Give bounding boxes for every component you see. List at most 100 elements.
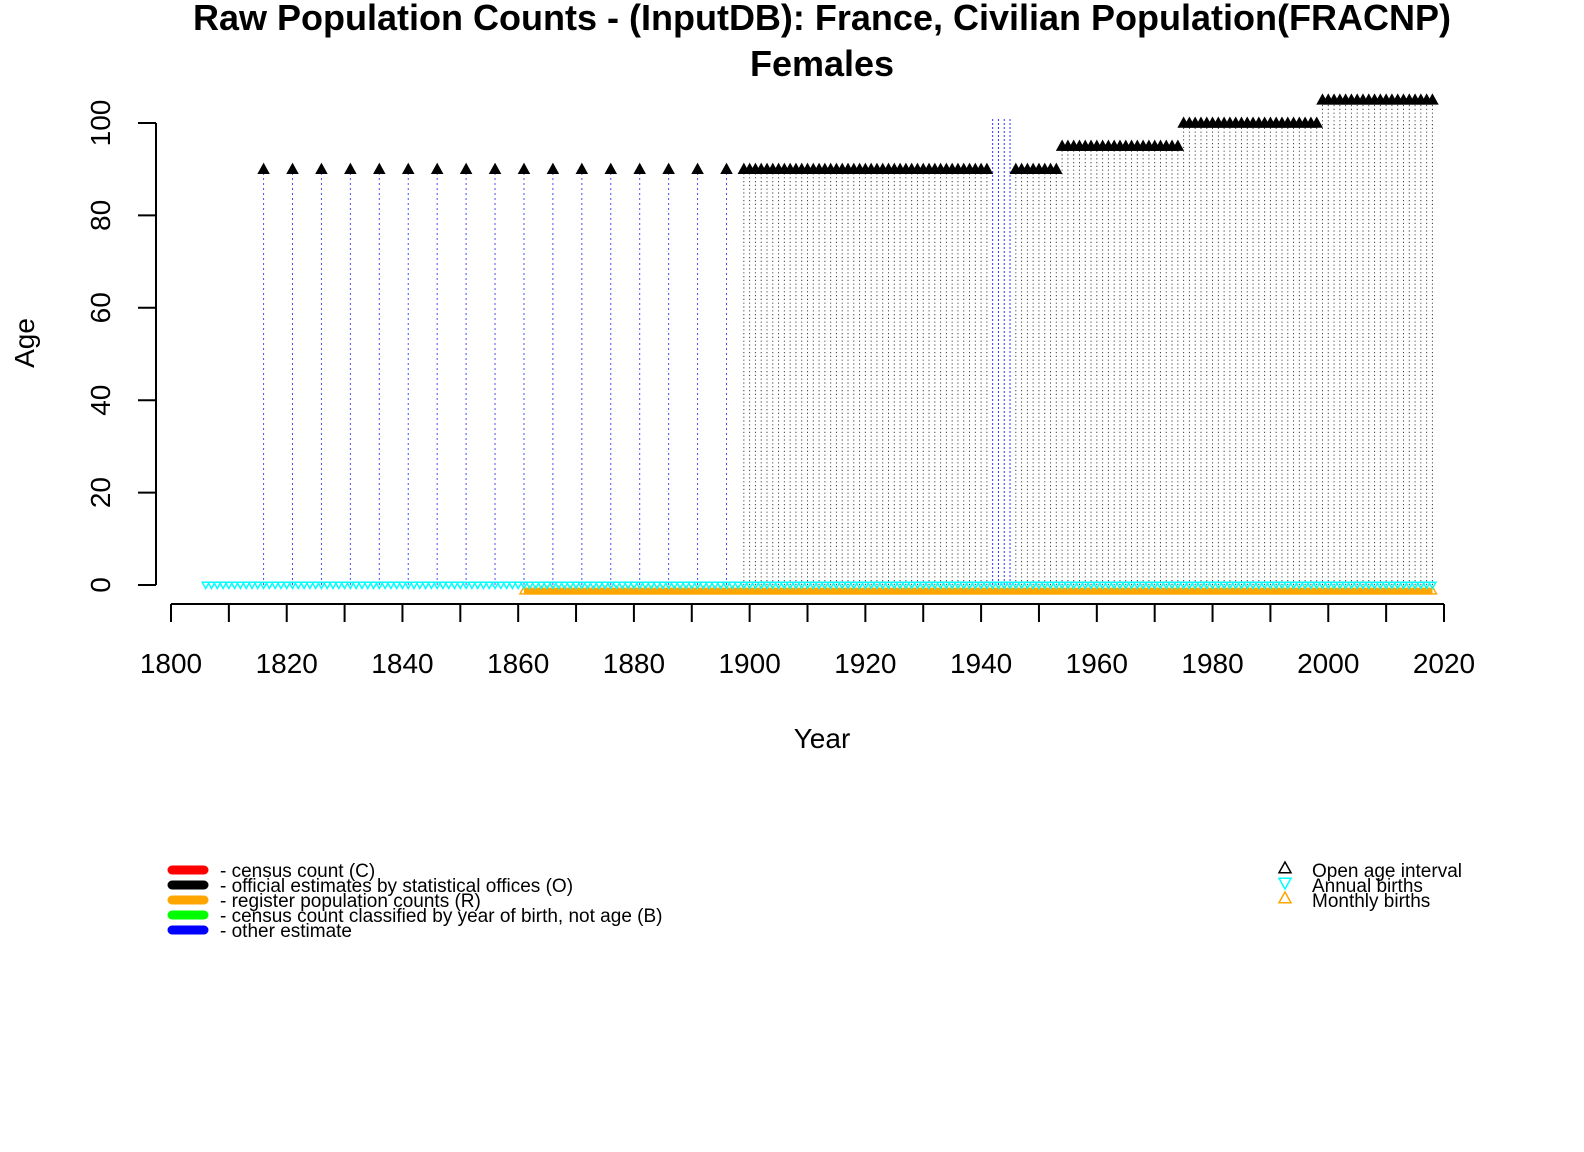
annual-births-marker [1190,581,1200,591]
x-tick-label: 1860 [487,648,549,679]
annual-births-marker [941,581,952,591]
monthly-births-marker [1062,585,1074,595]
monthly-births-marker [1108,585,1120,595]
monthly-births-marker [1270,585,1282,595]
monthly-births-marker [1091,585,1103,595]
monthly-births-marker [1375,585,1386,595]
annual-births-marker [415,581,425,591]
annual-births-marker [710,581,720,591]
monthly-births-marker [871,585,883,595]
open-age-marker [459,162,473,174]
open-age-marker [286,162,299,174]
plot-area [200,93,1439,595]
monthly-births-marker [1357,585,1369,595]
x-tick-label: 1940 [950,648,1012,679]
annual-births-marker [247,581,257,591]
monthly-births-marker [1288,585,1299,595]
monthly-births-marker [1409,585,1421,595]
open-age-marker [488,162,502,174]
annual-births-marker [1178,581,1189,591]
x-tick-label: 1880 [603,648,665,679]
x-tick-label: 1960 [1066,648,1128,679]
annual-births-marker [1225,581,1235,591]
annual-births-marker [860,581,871,591]
open-age-marker [662,162,675,174]
open-age-marker [315,162,328,174]
annual-births-marker [1335,581,1345,591]
monthly-births-marker [1415,585,1427,595]
annual-births-marker [1329,581,1339,591]
monthly-births-marker [808,585,819,595]
annual-births-marker [224,581,234,591]
monthly-births-marker [1213,585,1224,595]
annual-births-marker [1034,581,1044,591]
annual-births-marker [1086,581,1096,591]
annual-births-marker [1011,581,1021,591]
annual-births-marker [935,581,946,591]
monthly-births-marker [588,585,599,595]
annual-births-marker [426,581,437,591]
monthly-births-marker [703,585,715,595]
monthly-births-marker [906,585,917,595]
annual-births-marker [571,581,581,591]
monthly-births-marker [1166,585,1178,595]
annual-births-marker [982,581,992,591]
monthly-births-marker [1068,585,1079,595]
legend-label: - official estimates by statistical offi… [220,876,573,897]
x-tick-label: 1920 [834,648,896,679]
legend-marker [1277,860,1293,874]
annual-births-marker [472,581,483,591]
annual-births-marker [1259,581,1270,591]
annual-births-marker [802,581,813,591]
annual-births-marker [1375,581,1386,591]
annual-births-marker [1161,581,1172,591]
monthly-births-marker [1137,585,1149,595]
annual-births-marker [270,581,280,591]
legend-label: - other estimate [220,921,352,942]
monthly-births-marker [732,585,744,595]
annual-births-marker [235,581,246,591]
x-tick-label: 1900 [718,648,780,679]
annual-births-marker [756,581,766,591]
annual-births-marker [1288,581,1299,591]
annual-births-marker [808,581,819,591]
monthly-births-marker [1265,585,1276,595]
monthly-births-marker [582,585,593,595]
annual-births-marker [1115,581,1125,591]
monthly-births-marker [813,585,825,595]
annual-births-marker [1294,581,1305,591]
annual-births-marker [744,581,755,591]
annual-births-marker [1080,581,1091,591]
annual-births-marker [1300,581,1310,591]
annual-births-marker [1103,581,1114,591]
monthly-births-marker [599,585,611,595]
legend-label: - register population counts (R) [220,891,481,912]
monthly-births-marker [1224,585,1236,595]
annual-births-marker [542,581,552,591]
monthly-births-marker [1392,585,1403,595]
monthly-births-marker [1247,585,1259,595]
y-tick-label: 80 [85,200,116,231]
annual-births-marker [930,581,940,591]
annual-births-marker [559,581,570,591]
monthly-births-marker [1322,585,1334,595]
legend-label: - census count classified by year of bir… [220,906,663,927]
annual-births-marker [449,581,460,591]
monthly-births-marker [935,585,946,595]
open-age-marker [1171,139,1185,151]
monthly-births-marker [773,585,784,595]
annual-births-marker [380,581,390,591]
monthly-births-marker [750,585,761,595]
annual-births-marker [1184,581,1195,591]
monthly-births-marker [1259,585,1270,595]
annual-births-marker [1410,581,1420,591]
annual-births-marker [1352,581,1362,591]
monthly-births-marker [1056,585,1068,595]
monthly-births-marker [553,585,564,595]
annual-births-marker [1074,581,1085,591]
annual-births-marker [241,581,251,591]
annual-births-marker [455,581,466,591]
annual-births-marker [299,581,309,591]
monthly-births-marker [842,585,854,595]
x-tick-label: 2020 [1413,648,1475,679]
